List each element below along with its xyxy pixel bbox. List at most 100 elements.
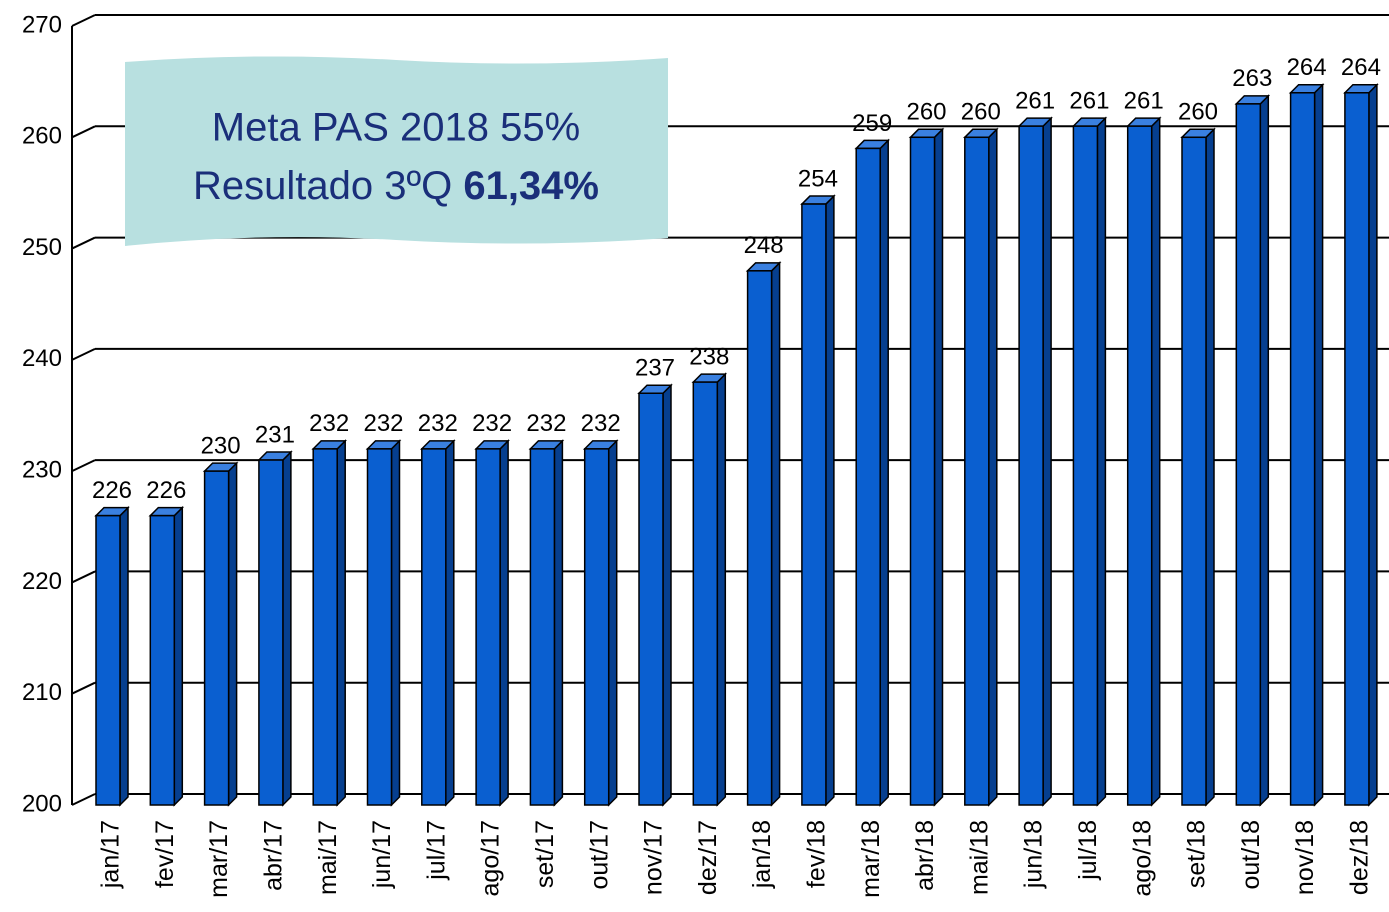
- bar-side: [770, 261, 781, 807]
- bar-front: [1289, 92, 1316, 806]
- y-tick-label: 200: [22, 790, 62, 817]
- bar-front: [583, 448, 610, 806]
- grid-line: [71, 793, 96, 806]
- value-label: 232: [526, 410, 566, 437]
- x-tick-label: jun/18: [1020, 820, 1048, 889]
- annotation: Resultado 3ºQ 61,34%: [193, 164, 599, 208]
- x-tick-label: mai/17: [314, 820, 342, 895]
- value-label: 264: [1287, 54, 1327, 81]
- bar-front: [692, 381, 719, 806]
- x-tick-label: ago/18: [1128, 820, 1156, 896]
- annotation-box: [125, 56, 668, 246]
- y-tick-label: 240: [22, 345, 62, 372]
- bar-front: [312, 448, 338, 806]
- y-tick-label: 270: [22, 11, 62, 38]
- bar: [528, 439, 565, 807]
- value-label: 259: [852, 110, 892, 137]
- value-label: 232: [363, 410, 403, 437]
- x-tick-label: fev/17: [151, 820, 179, 888]
- grid-line: [71, 236, 96, 250]
- grid-line: [71, 570, 96, 584]
- x-tick-label: out/18: [1237, 820, 1265, 890]
- bar-front: [366, 448, 393, 806]
- bar: [908, 127, 945, 807]
- x-tick-label: mai/18: [965, 820, 993, 895]
- bar-front: [1344, 92, 1370, 806]
- value-label: 261: [1124, 88, 1164, 115]
- x-tick-label: set/18: [1183, 820, 1211, 888]
- value-label: 260: [906, 99, 946, 126]
- value-label: 248: [744, 232, 784, 259]
- value-label: 232: [472, 410, 512, 437]
- bar: [1017, 116, 1053, 807]
- grid-line: [71, 459, 96, 473]
- bar-side: [1259, 94, 1270, 807]
- bar-front: [1235, 103, 1262, 806]
- x-tick-label: dez/18: [1346, 820, 1374, 895]
- bar: [1125, 116, 1162, 807]
- bar-front: [1072, 125, 1099, 806]
- bar-front: [909, 136, 936, 806]
- value-label: 261: [1015, 88, 1055, 115]
- bar-side: [390, 439, 401, 807]
- bar-front: [1018, 125, 1044, 806]
- y-tick-label: 210: [22, 679, 62, 706]
- y-tick-label: 230: [22, 456, 62, 483]
- x-tick-label: abr/18: [911, 820, 939, 891]
- grid-line: [71, 14, 96, 27]
- bar-side: [119, 505, 129, 807]
- x-tick-label: jul/17: [422, 820, 450, 881]
- bar-side: [282, 450, 292, 807]
- bar-side: [1368, 82, 1378, 807]
- bar-side: [173, 505, 184, 807]
- bar-side: [933, 127, 944, 807]
- value-label: 226: [146, 477, 186, 504]
- bar-side: [988, 127, 998, 807]
- bar-front: [149, 514, 176, 806]
- bar: [311, 439, 348, 807]
- value-label: 254: [798, 165, 838, 192]
- bar: [1180, 127, 1216, 807]
- bar-front: [475, 448, 501, 806]
- bar-front: [746, 270, 773, 806]
- bar-front: [203, 470, 230, 806]
- bar-side: [445, 439, 455, 807]
- annotation: Resultado 3ºQ: [193, 164, 452, 208]
- bar-side: [499, 439, 509, 807]
- bar: [582, 439, 619, 807]
- value-label: 226: [92, 477, 132, 504]
- bar-side: [879, 138, 889, 807]
- x-tick-label: mar/18: [857, 820, 885, 898]
- x-tick-label: jul/18: [1074, 820, 1102, 881]
- bar: [94, 505, 130, 807]
- x-tick-label: nov/17: [640, 820, 668, 895]
- value-label: 261: [1069, 88, 1109, 115]
- bar-side: [1150, 116, 1161, 807]
- x-tick-label: out/17: [585, 820, 613, 890]
- y-tick-label: 250: [22, 234, 62, 261]
- bar-side: [1205, 127, 1215, 807]
- bar: [962, 127, 999, 807]
- bar-front: [801, 203, 827, 806]
- x-tick-label: mar/17: [205, 820, 233, 898]
- value-label: 237: [635, 355, 675, 382]
- bar: [474, 439, 510, 807]
- bar-side: [1313, 82, 1324, 807]
- bar: [691, 372, 728, 807]
- bar-front: [638, 392, 664, 806]
- grid-line: [71, 125, 96, 139]
- bar-side: [336, 439, 346, 807]
- bar-front: [258, 459, 284, 806]
- y-tick-label: 220: [22, 568, 62, 595]
- bar-front: [529, 448, 556, 806]
- bar: [800, 194, 836, 807]
- bar: [854, 138, 891, 807]
- x-tick-label: jan/18: [748, 820, 776, 889]
- bar-side: [1042, 116, 1052, 807]
- x-tick-label: nov/18: [1291, 820, 1319, 895]
- x-tick-label: abr/17: [260, 820, 288, 891]
- bar-side: [553, 439, 564, 807]
- x-tick-label: fev/18: [803, 820, 831, 888]
- bar: [745, 261, 782, 807]
